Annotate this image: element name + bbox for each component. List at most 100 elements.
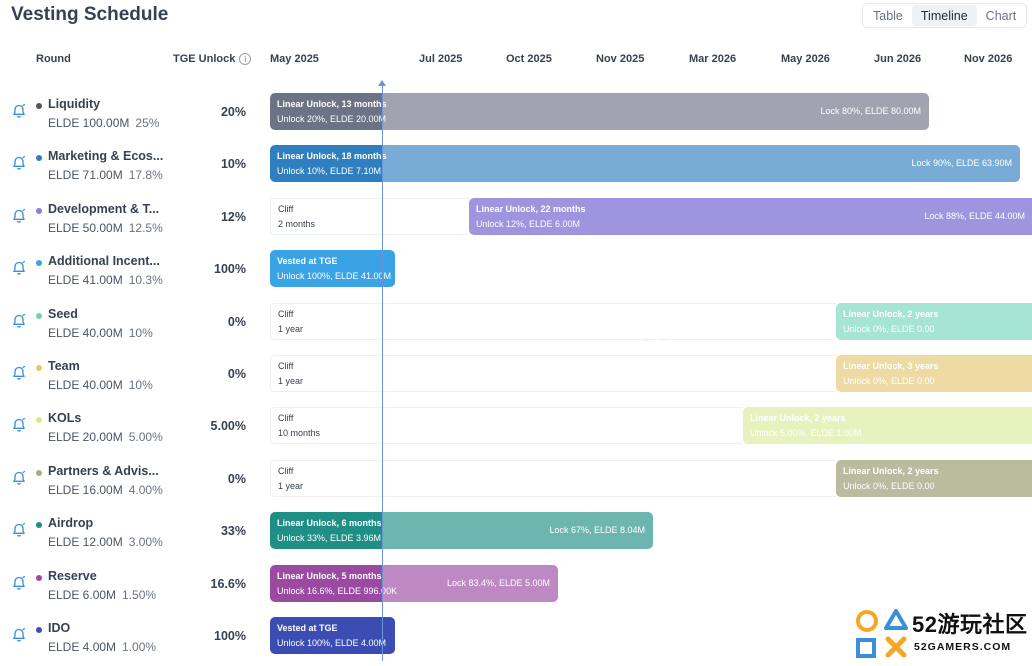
bar-title: Linear Unlock, 18 months bbox=[277, 151, 387, 162]
round-token-amount: ELDE 40.00M bbox=[48, 378, 123, 392]
unlock-bar[interactable]: Linear Unlock, 6 months Unlock 33%, ELDE … bbox=[270, 512, 653, 550]
round-token-amount: ELDE 12.00M bbox=[48, 535, 123, 550]
bell-icon[interactable] bbox=[11, 575, 27, 591]
cliff-segment[interactable]: Cliff 1 year bbox=[270, 302, 836, 340]
bar-title: Linear Unlock, 3 years bbox=[843, 361, 939, 371]
bar-title: Linear Unlock, 22 months bbox=[476, 203, 586, 214]
logo-subtitle: 52GAMERS.COM bbox=[914, 641, 1012, 653]
round-token-amount: ELDE 50.00M bbox=[48, 220, 123, 235]
bar-lock-detail: Lock 88%, ELDE 44.00M bbox=[924, 210, 1025, 221]
bar-unlock-detail: Unlock 100%, ELDE 41.00M bbox=[277, 271, 392, 282]
cliff-segment[interactable]: Cliff 1 year bbox=[270, 459, 836, 497]
unlock-bar[interactable]: Linear Unlock, 13 months Unlock 20%, ELDE… bbox=[270, 93, 929, 130]
round-color-dot bbox=[36, 260, 42, 267]
unlock-bar[interactable]: Vested at TGE Unlock 100%, ELDE 41.00M bbox=[270, 250, 395, 288]
round-name[interactable]: Partners & Advis... bbox=[48, 463, 159, 478]
unlocked-portion bbox=[270, 512, 383, 550]
round-token-amount: ELDE 16.00M bbox=[48, 482, 123, 497]
tge-unlock-value: 16.6% bbox=[210, 576, 246, 591]
bar-unlock-detail: Unlock 5.00%, ELDE 1.00M bbox=[750, 428, 862, 439]
cliff-label: Cliff bbox=[278, 361, 294, 371]
bar-title: Linear Unlock, 6 months bbox=[277, 518, 382, 529]
view-switch: Table Timeline Chart bbox=[862, 3, 1028, 28]
round-name[interactable]: Marketing & Ecos... bbox=[48, 149, 164, 164]
round-name[interactable]: Reserve bbox=[48, 568, 97, 583]
unlock-bar[interactable]: Linear Unlock, 18 months Unlock 10%, ELDE… bbox=[270, 145, 1020, 183]
bar-title: Linear Unlock, 13 months bbox=[277, 99, 387, 109]
bell-icon[interactable] bbox=[11, 155, 27, 171]
tge-unlock-value: 100% bbox=[214, 262, 246, 277]
bell-icon[interactable] bbox=[11, 417, 27, 433]
round-amount: ELDE 41.00M 10.3% bbox=[48, 273, 163, 287]
bar-unlock-detail: Unlock 0%, ELDE 0.00 bbox=[843, 480, 935, 491]
cliff-duration: 10 months bbox=[278, 428, 321, 439]
round-name[interactable]: Liquidity bbox=[48, 97, 101, 111]
bell-icon[interactable] bbox=[11, 627, 27, 643]
unlocked-portion bbox=[836, 302, 1032, 340]
round-percent: 17.8% bbox=[128, 168, 163, 183]
round-amount: ELDE 40.00M 10% bbox=[48, 326, 153, 340]
bar-unlock-detail: Unlock 12%, ELDE 6.00M bbox=[476, 218, 581, 229]
info-icon[interactable]: i bbox=[239, 53, 252, 65]
bar-title: Linear Unlock, 2 years bbox=[843, 465, 939, 476]
unlock-bar[interactable]: Linear Unlock, 5 months Unlock 16.6%, ELD… bbox=[270, 564, 558, 602]
unlocked-portion bbox=[836, 459, 1032, 497]
round-token-amount: ELDE 6.00M bbox=[48, 587, 117, 602]
round-name[interactable]: IDO bbox=[48, 621, 71, 635]
unlock-bar[interactable]: Vested at TGE Unlock 100%, ELDE 4.00M bbox=[270, 617, 395, 654]
unlock-bar[interactable]: Linear Unlock, 22 months Unlock 12%, ELDE… bbox=[469, 197, 1032, 235]
cliff-duration: 2 months bbox=[278, 218, 316, 229]
bell-icon[interactable] bbox=[11, 103, 27, 119]
vesting-row: Additional Incent... ELDE 41.00M 10.3% 100%… bbox=[0, 250, 1032, 302]
cliff-duration: 1 year bbox=[278, 376, 304, 386]
unlock-bar[interactable]: Linear Unlock, 2 years Unlock 5.00%, ELDE… bbox=[743, 407, 1032, 445]
bell-icon[interactable] bbox=[11, 208, 27, 224]
timeline-date-label: Nov 2026 bbox=[964, 53, 1013, 65]
round-color-dot bbox=[36, 627, 42, 633]
unlocked-portion bbox=[270, 93, 383, 130]
bell-icon[interactable] bbox=[11, 313, 27, 329]
round-name[interactable]: KOLs bbox=[48, 411, 82, 426]
locked-portion bbox=[383, 145, 1020, 183]
round-name[interactable]: Team bbox=[48, 359, 80, 373]
bar-lock-detail: Lock 67%, ELDE 8.04M bbox=[549, 525, 645, 536]
round-amount: ELDE 100.00M 25% bbox=[48, 116, 159, 130]
round-percent: 10% bbox=[128, 325, 153, 340]
round-percent: 12.5% bbox=[128, 220, 163, 235]
bell-icon[interactable] bbox=[11, 470, 27, 486]
round-color-dot bbox=[36, 103, 42, 109]
unlock-bar[interactable]: Linear Unlock, 2 years Unlock 0%, ELDE 0.… bbox=[836, 459, 1032, 497]
bar-unlock-detail: Unlock 10%, ELDE 7.10M bbox=[277, 166, 382, 177]
bar-lock-detail: Lock 90%, ELDE 63.90M bbox=[911, 158, 1012, 169]
unlock-bar[interactable]: Linear Unlock, 3 years Unlock 0%, ELDE 0.… bbox=[836, 355, 1032, 392]
unlocked-portion bbox=[270, 250, 395, 288]
bar-title: Linear Unlock, 5 months bbox=[277, 570, 382, 581]
timeline-date-label: Oct 2025 bbox=[506, 53, 552, 65]
view-chart-button[interactable]: Chart bbox=[985, 9, 1017, 23]
view-table-button[interactable]: Table bbox=[873, 9, 903, 23]
cliff-label: Cliff bbox=[278, 203, 294, 214]
tge-unlock-value: 0% bbox=[227, 471, 246, 486]
cliff-segment[interactable]: Cliff 1 year bbox=[270, 355, 836, 392]
bar-unlock-detail: Unlock 0%, ELDE 0.00 bbox=[843, 376, 935, 386]
round-name[interactable]: Development & T... bbox=[48, 201, 160, 216]
round-amount: ELDE 20.00M 5.00% bbox=[48, 430, 163, 444]
round-name[interactable]: Additional Incent... bbox=[48, 254, 160, 269]
round-token-amount: ELDE 20.00M bbox=[48, 430, 123, 445]
round-token-amount: ELDE 4.00M bbox=[48, 640, 117, 654]
bell-icon[interactable] bbox=[11, 260, 27, 276]
round-percent: 5.00% bbox=[128, 430, 163, 445]
cliff-segment[interactable]: Cliff 10 months bbox=[270, 407, 743, 445]
cliff-label: Cliff bbox=[278, 413, 294, 424]
unlock-bar[interactable]: Linear Unlock, 2 years Unlock 0%, ELDE 0.… bbox=[836, 302, 1032, 340]
bell-icon[interactable] bbox=[11, 365, 27, 381]
cliff-segment[interactable]: Cliff 2 months bbox=[270, 197, 469, 235]
tge-unlock-value: 33% bbox=[220, 524, 246, 539]
round-amount: ELDE 16.00M 4.00% bbox=[48, 483, 163, 497]
view-timeline-button[interactable]: Timeline bbox=[911, 5, 977, 26]
round-amount: ELDE 71.00M 17.8% bbox=[48, 168, 163, 182]
round-name[interactable]: Airdrop bbox=[48, 516, 94, 531]
round-name[interactable]: Seed bbox=[48, 306, 78, 321]
bell-icon[interactable] bbox=[11, 522, 27, 538]
timeline-date-label: Mar 2026 bbox=[689, 53, 737, 65]
